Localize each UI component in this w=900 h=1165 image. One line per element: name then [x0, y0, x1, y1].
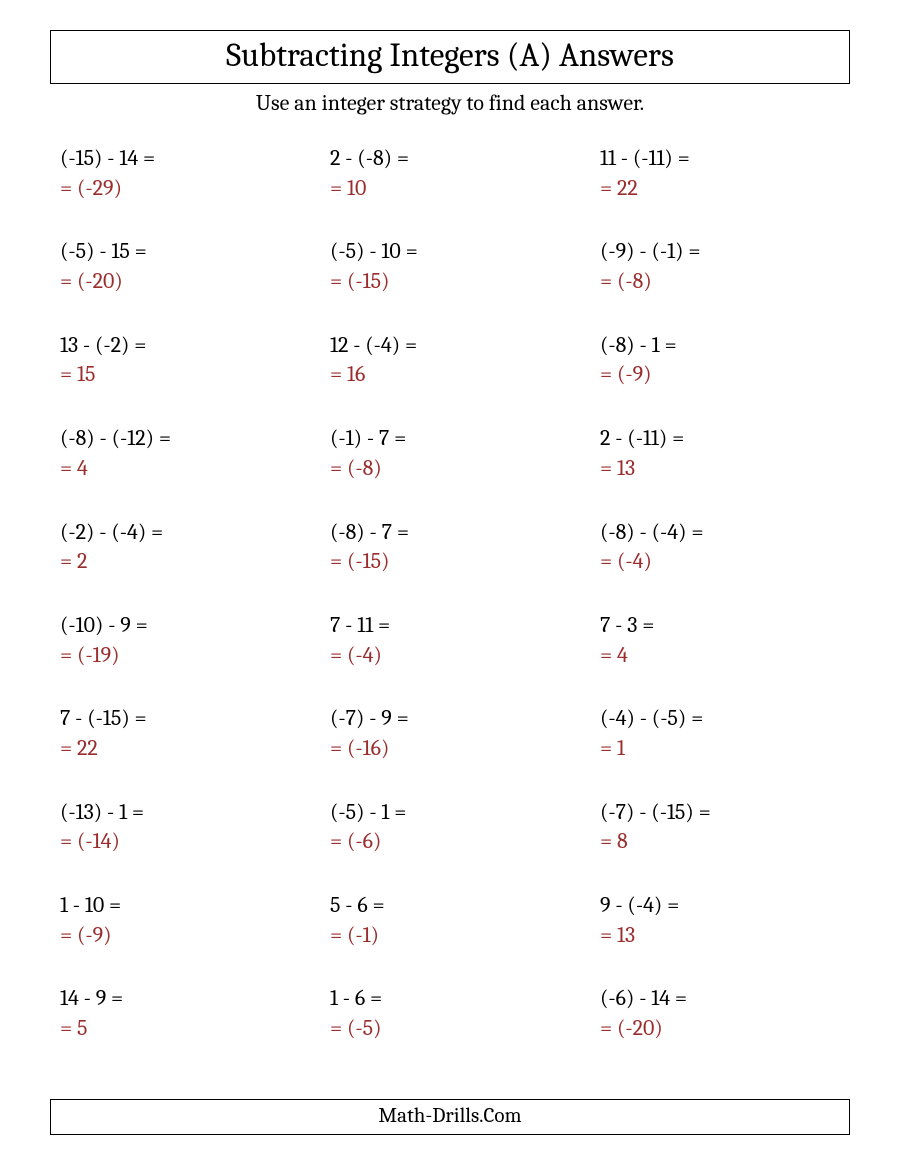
answer-text: = (-8): [600, 267, 850, 297]
problem-cell: 12 - (-4) == 16: [330, 331, 580, 390]
problem-text: 1 - 10 =: [60, 891, 310, 921]
problem-cell: 11 - (-11) == 22: [600, 144, 850, 203]
problem-text: 14 - 9 =: [60, 984, 310, 1014]
problem-text: (-9) - (-1) =: [600, 237, 850, 267]
problem-text: 7 - 11 =: [330, 611, 580, 641]
answer-text: = 5: [60, 1014, 310, 1044]
problem-text: (-5) - 10 =: [330, 237, 580, 267]
answer-text: = 16: [330, 360, 580, 390]
answer-text: = 2: [60, 547, 310, 577]
problems-grid: (-15) - 14 == (-29) 2 - (-8) == 10 11 - (-…: [50, 144, 850, 1044]
problem-text: (-4) - (-5) =: [600, 704, 850, 734]
problem-text: (-10) - 9 =: [60, 611, 310, 641]
problem-text: 12 - (-4) =: [330, 331, 580, 361]
answer-text: = (-8): [330, 454, 580, 484]
problem-cell: (-15) - 14 == (-29): [60, 144, 310, 203]
problem-cell: 7 - 3 == 4: [600, 611, 850, 670]
problem-cell: 5 - 6 == (-1): [330, 891, 580, 950]
answer-text: = 10: [330, 174, 580, 204]
problem-cell: (-10) - 9 == (-19): [60, 611, 310, 670]
problem-text: 7 - (-15) =: [60, 704, 310, 734]
answer-text: = 13: [600, 454, 850, 484]
problem-cell: (-8) - (-12) == 4: [60, 424, 310, 483]
problem-cell: (-4) - (-5) == 1: [600, 704, 850, 763]
problem-text: (-2) - (-4) =: [60, 518, 310, 548]
answer-text: = 15: [60, 360, 310, 390]
answer-text: = 8: [600, 827, 850, 857]
problem-text: 11 - (-11) =: [600, 144, 850, 174]
answer-text: = 4: [60, 454, 310, 484]
answer-text: = (-20): [600, 1014, 850, 1044]
problem-text: (-5) - 1 =: [330, 798, 580, 828]
problem-text: (-13) - 1 =: [60, 798, 310, 828]
problem-text: 9 - (-4) =: [600, 891, 850, 921]
problem-cell: (-8) - 1 == (-9): [600, 331, 850, 390]
answer-text: = (-29): [60, 174, 310, 204]
answer-text: = (-14): [60, 827, 310, 857]
problem-text: (-8) - 1 =: [600, 331, 850, 361]
problem-cell: 1 - 10 == (-9): [60, 891, 310, 950]
problem-cell: (-5) - 10 == (-15): [330, 237, 580, 296]
problem-cell: 7 - (-15) == 22: [60, 704, 310, 763]
problem-cell: 2 - (-8) == 10: [330, 144, 580, 203]
problem-text: 5 - 6 =: [330, 891, 580, 921]
title-box: Subtracting Integers (A) Answers: [50, 30, 850, 84]
problem-cell: (-6) - 14 == (-20): [600, 984, 850, 1043]
problem-cell: (-1) - 7 == (-8): [330, 424, 580, 483]
footer-text: Math-Drills.Com: [378, 1104, 521, 1128]
problem-text: 13 - (-2) =: [60, 331, 310, 361]
problem-cell: 1 - 6 == (-5): [330, 984, 580, 1043]
problem-text: 2 - (-8) =: [330, 144, 580, 174]
problem-cell: (-8) - (-4) == (-4): [600, 518, 850, 577]
answer-text: = 4: [600, 641, 850, 671]
answer-text: = (-16): [330, 734, 580, 764]
problem-cell: (-2) - (-4) == 2: [60, 518, 310, 577]
problem-cell: 14 - 9 == 5: [60, 984, 310, 1043]
answer-text: = (-6): [330, 827, 580, 857]
answer-text: = (-5): [330, 1014, 580, 1044]
problem-text: (-1) - 7 =: [330, 424, 580, 454]
problem-text: 1 - 6 =: [330, 984, 580, 1014]
problem-text: (-8) - (-4) =: [600, 518, 850, 548]
answer-text: = 22: [600, 174, 850, 204]
answer-text: = (-20): [60, 267, 310, 297]
problem-cell: 7 - 11 == (-4): [330, 611, 580, 670]
problem-text: (-6) - 14 =: [600, 984, 850, 1014]
problem-cell: 9 - (-4) == 13: [600, 891, 850, 950]
problem-cell: (-5) - 1 == (-6): [330, 798, 580, 857]
footer-box: Math-Drills.Com: [50, 1099, 850, 1135]
answer-text: = (-15): [330, 547, 580, 577]
page-subtitle: Use an integer strategy to find each ans…: [50, 90, 850, 116]
answer-text: = 1: [600, 734, 850, 764]
problem-text: (-7) - (-15) =: [600, 798, 850, 828]
problem-text: (-7) - 9 =: [330, 704, 580, 734]
problem-cell: (-13) - 1 == (-14): [60, 798, 310, 857]
problem-text: 7 - 3 =: [600, 611, 850, 641]
problem-cell: 13 - (-2) == 15: [60, 331, 310, 390]
problem-cell: (-9) - (-1) == (-8): [600, 237, 850, 296]
problem-cell: 2 - (-11) == 13: [600, 424, 850, 483]
problem-cell: (-7) - (-15) == 8: [600, 798, 850, 857]
answer-text: = 13: [600, 921, 850, 951]
problem-text: 2 - (-11) =: [600, 424, 850, 454]
answer-text: = (-19): [60, 641, 310, 671]
answer-text: = (-4): [600, 547, 850, 577]
problem-text: (-15) - 14 =: [60, 144, 310, 174]
problem-text: (-5) - 15 =: [60, 237, 310, 267]
problem-text: (-8) - 7 =: [330, 518, 580, 548]
problem-cell: (-7) - 9 == (-16): [330, 704, 580, 763]
page-title: Subtracting Integers (A) Answers: [51, 37, 849, 75]
problem-cell: (-8) - 7 == (-15): [330, 518, 580, 577]
problem-cell: (-5) - 15 == (-20): [60, 237, 310, 296]
answer-text: = (-9): [600, 360, 850, 390]
answer-text: = 22: [60, 734, 310, 764]
answer-text: = (-1): [330, 921, 580, 951]
answer-text: = (-9): [60, 921, 310, 951]
problem-text: (-8) - (-12) =: [60, 424, 310, 454]
answer-text: = (-4): [330, 641, 580, 671]
answer-text: = (-15): [330, 267, 580, 297]
